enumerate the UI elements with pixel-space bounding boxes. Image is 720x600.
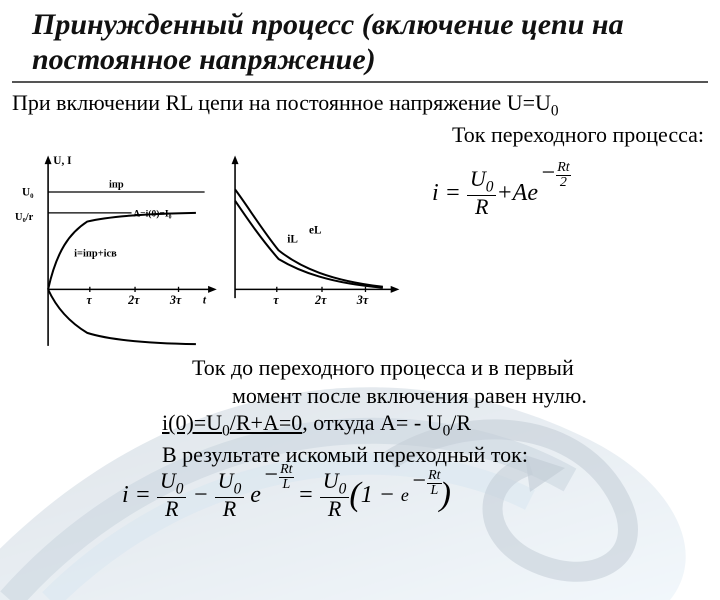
svg-text:2τ: 2τ [127,293,140,307]
eq1-num-sub: 0 [486,179,494,196]
eq2-one: 1 [361,482,373,509]
u0r-label: U₀/r [15,212,34,223]
eq2-lhs: i [122,482,129,509]
eq1-expden: 2 [559,176,568,190]
eq2-e2: e [401,485,409,506]
intro-line1: При включении RL цепи на постоянное напр… [12,89,708,121]
eq1-A: A [513,180,528,207]
eq2-e1: e [250,482,261,509]
eq1-expnum: Rt [556,161,570,176]
intro-text: При включении RL цепи на постоянное напр… [12,90,551,115]
eq2-L2: L [429,484,439,498]
text-l2: момент после включения равен нулю. [12,382,708,410]
ipr-label: iпр [109,180,124,191]
equation-2: i = U0R − U0R e −RtL = U0R (1 − e −RtL ) [12,470,708,520]
text-l1: Ток до переходного процесса и в первый [12,354,708,382]
eq1-den: R [472,196,491,218]
intro-line2: Ток переходного процесса: [12,121,708,149]
text-l4: В результате искомый переходный ток: [12,441,708,469]
eq2-rt1: Rt [279,463,293,478]
slide-title: Принужденный процесс (включение цепи на … [12,8,708,83]
t-label: t [203,294,207,306]
sum-label: i=iпр+iсв [74,248,117,259]
eq1-plus: + [496,180,512,207]
l3d: /R [450,410,471,435]
svg-text:τ: τ [86,293,92,307]
svg-text:3τ: 3τ [169,293,182,307]
eq2-m2: − [411,468,427,494]
l3b: /R+A=0 [230,410,303,435]
eq2-r2: R [220,498,239,520]
transient-charts: t U, I U₀ iпр U₀/r A=i(0)=I₀ i=iпр+iсв τ… [12,152,432,352]
l3c: , откуда A= - U [302,410,442,435]
eq2-u3: U [323,468,339,493]
text-l3: i(0)=U0/R+A=0, откуда A= - U0/R [12,409,708,441]
eL-label: eL [309,225,322,237]
UI-label: U, I [53,155,72,167]
svg-text:3τ: 3τ [356,293,369,307]
iL-label: iL [287,234,298,246]
eq2-r3: R [325,498,344,520]
u0-label: U₀ [22,187,34,199]
l3a: i(0)=U [162,410,222,435]
eq1-e: e [527,180,538,207]
equation-1: i = U0 R + A e −Rt2 [432,148,702,218]
svg-text:2τ: 2τ [314,293,327,307]
eq2-L1: L [281,478,291,492]
eq2-m1: − [263,462,279,488]
eq1-expminus: − [540,160,556,186]
eq2-rt2: Rt [427,469,441,484]
eq1-num: U [470,166,486,191]
eq1-lhs: i [432,180,439,207]
eq2-u2: U [218,468,234,493]
eq2-r1: R [162,498,181,520]
svg-text:τ: τ [273,293,279,307]
intro-sub: 0 [551,102,559,119]
eq2-u1: U [160,468,176,493]
